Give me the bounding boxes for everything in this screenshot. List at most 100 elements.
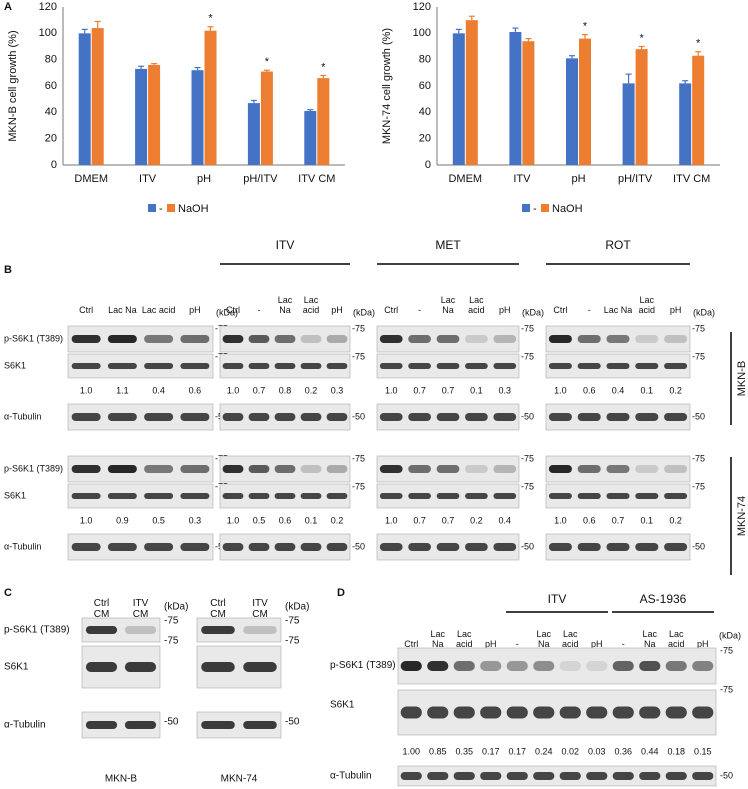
band xyxy=(548,363,572,369)
marker-label: -75 xyxy=(352,351,365,361)
lane-label-box: pH xyxy=(697,639,709,649)
band xyxy=(577,335,601,343)
lane-label-box: Ctrl xyxy=(404,639,418,649)
lane-label-box: pH xyxy=(485,639,497,649)
marker-label: -75 xyxy=(521,453,534,463)
lane-label-box: Ctrl xyxy=(553,305,567,315)
row-label: S6K1 xyxy=(4,490,26,500)
panel-label: A xyxy=(4,1,12,13)
lane-label: pH xyxy=(331,305,343,316)
bar xyxy=(692,55,705,165)
bar xyxy=(465,20,478,165)
marker-label: -75 xyxy=(692,351,705,361)
group-header: ITV xyxy=(276,238,295,252)
bar xyxy=(635,49,648,166)
row-label: p-S6K1 (T389) xyxy=(330,659,396,671)
quant-value: 0.1 xyxy=(641,515,654,525)
band xyxy=(248,543,270,551)
lane-label: Lac Na xyxy=(108,305,137,316)
legend-label: - xyxy=(533,203,537,215)
group-header: AS-1936 xyxy=(640,592,687,606)
quant-value: 1.0 xyxy=(227,385,240,395)
band xyxy=(665,706,687,719)
lane-label: Lac Na xyxy=(536,629,551,650)
row-label: α-Tubulin xyxy=(4,541,41,551)
band xyxy=(248,363,270,369)
x-tick-label: pH/ITV xyxy=(618,173,653,185)
marker-label: -75 xyxy=(692,453,705,463)
bar xyxy=(522,41,535,165)
lane-label-box: Lac Na xyxy=(108,305,137,316)
quant-value: 1.0 xyxy=(385,515,398,525)
cell-line-label: MKN-B xyxy=(736,361,748,396)
quant-value: 0.4 xyxy=(499,515,512,525)
quant-value: 0.18 xyxy=(667,746,685,756)
lane-label: - xyxy=(587,305,591,316)
band xyxy=(606,465,630,473)
lane-label-box: Ctrl CM xyxy=(94,598,110,620)
group-header: MET xyxy=(435,238,461,252)
error-bar xyxy=(250,99,257,104)
kda-label: (kDa) xyxy=(216,307,238,317)
band xyxy=(222,465,244,473)
lane-label: Ctrl xyxy=(226,305,240,316)
x-tick-label: pH/ITV xyxy=(243,173,278,185)
band xyxy=(506,661,528,671)
band xyxy=(465,413,488,421)
band xyxy=(493,543,517,551)
error-bar xyxy=(525,37,532,42)
band xyxy=(326,465,348,473)
error-bar xyxy=(625,73,632,84)
band xyxy=(201,721,235,729)
band xyxy=(606,543,630,551)
y-tick-label: 80 xyxy=(419,54,431,66)
band xyxy=(379,363,403,369)
x-tick-label: DMEM xyxy=(74,173,108,185)
bar xyxy=(579,38,591,165)
quant-value: 0.3 xyxy=(331,385,344,395)
error-bar xyxy=(194,66,201,71)
marker-label: -50 xyxy=(521,541,534,551)
y-tick-label: 40 xyxy=(45,106,57,118)
quant-value: 1.00 xyxy=(402,746,420,756)
lane-label: Lac Na xyxy=(277,295,293,316)
lane-label-box: Lac Na xyxy=(642,629,657,649)
band xyxy=(144,465,174,473)
lane-label-box: Ctrl xyxy=(226,305,240,316)
band xyxy=(379,335,403,343)
band xyxy=(144,493,174,499)
lane-label-box: Lac acid xyxy=(141,305,176,316)
band xyxy=(144,363,174,369)
band xyxy=(548,335,572,343)
significance-mark: * xyxy=(208,13,213,25)
y-axis-label: MKN-B cell growth (%) xyxy=(7,30,19,141)
bar xyxy=(247,103,260,165)
lane-label-box: - xyxy=(622,639,625,649)
error-bar xyxy=(94,20,101,29)
band xyxy=(559,706,581,719)
x-tick-label: pH xyxy=(197,173,211,185)
band xyxy=(400,772,422,780)
band xyxy=(180,335,210,343)
lane-label: Lac acid xyxy=(141,305,176,316)
band xyxy=(124,662,157,672)
error-bar xyxy=(263,69,270,72)
band xyxy=(465,493,488,499)
band xyxy=(612,772,634,780)
band xyxy=(248,465,270,473)
band xyxy=(326,335,348,343)
band xyxy=(577,543,601,551)
band xyxy=(436,335,460,343)
marker-label: -50 xyxy=(164,717,179,728)
quant-value: 0.2 xyxy=(669,515,682,525)
bar xyxy=(509,32,522,166)
bar xyxy=(317,78,330,165)
y-tick-label: 120 xyxy=(413,1,431,13)
band xyxy=(248,493,270,499)
bar xyxy=(304,111,317,165)
band xyxy=(107,413,137,421)
quant-value: 0.5 xyxy=(253,515,266,525)
band xyxy=(408,493,431,499)
bar xyxy=(135,68,148,165)
band xyxy=(612,661,634,671)
